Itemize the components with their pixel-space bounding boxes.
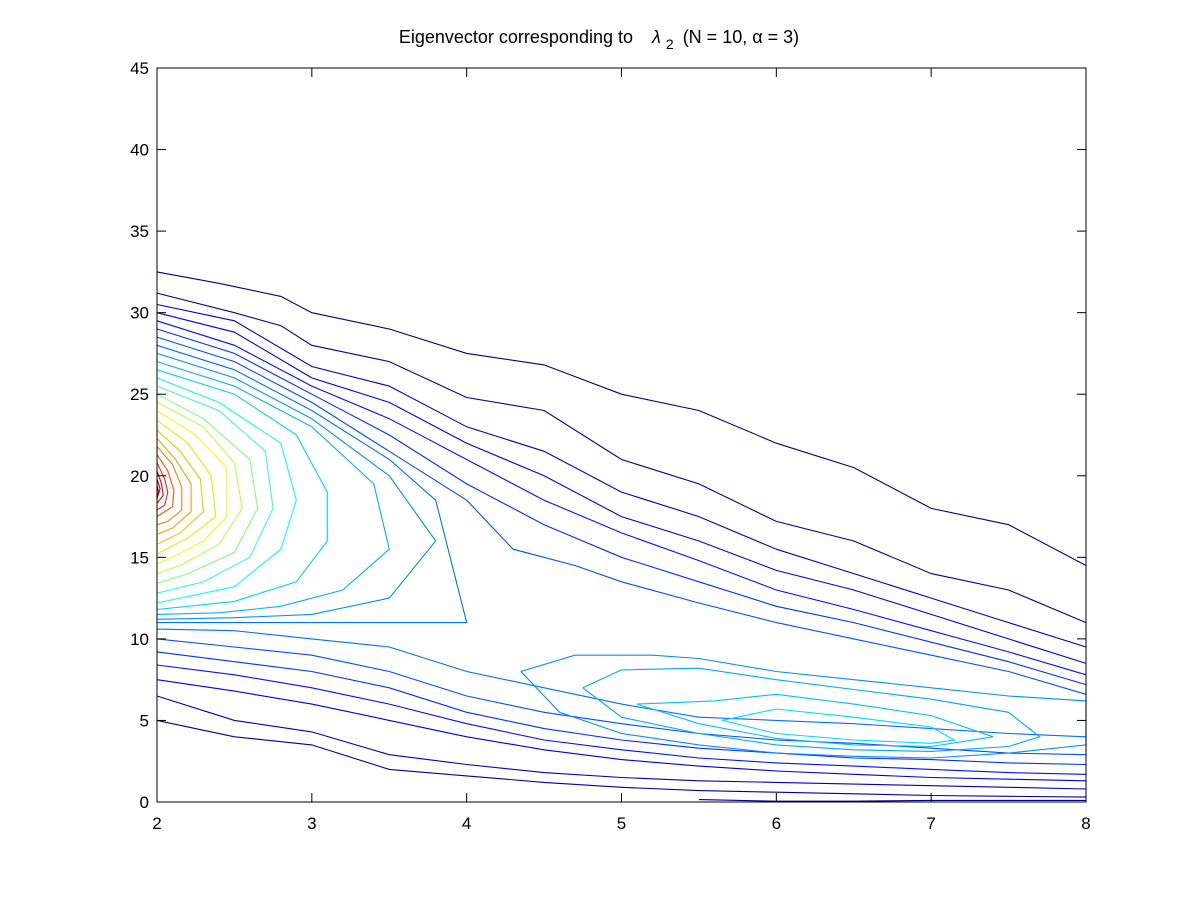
contour-line-17: [156, 429, 204, 545]
contour-line-2: [156, 303, 1087, 648]
x-tick-label-8: 8: [1081, 814, 1090, 833]
title-subscript: 2: [666, 36, 674, 52]
x-axis: 2 3 4 5 6 7 8: [152, 68, 1091, 833]
y-tick-label-30: 30: [130, 304, 149, 323]
contour-line-19: [156, 446, 183, 526]
contour-line-29: [156, 679, 1087, 782]
contour-line-5: [156, 328, 1087, 686]
contour-line-8: [156, 352, 437, 620]
contour-line-6: [156, 336, 1087, 695]
contour-line-13: [156, 393, 259, 584]
contour-line-28: [156, 664, 1087, 775]
title-suffix: (N = 10, α = 3): [683, 27, 799, 47]
y-tick-label-10: 10: [130, 630, 149, 649]
x-tick-label-5: 5: [617, 814, 626, 833]
contour-line-3: [156, 312, 1087, 664]
contour-line-25: [156, 628, 1087, 738]
contour-line-32: [698, 799, 1086, 802]
contour-line-21: [156, 462, 169, 511]
x-tick-label-2: 2: [152, 814, 161, 833]
contour-line-12: [156, 385, 274, 594]
contour-line-4: [156, 320, 1087, 676]
x-tick-label-4: 4: [462, 814, 471, 833]
contour-line-18: [156, 437, 192, 536]
x-tick-label-6: 6: [772, 814, 781, 833]
contour-line-35: [636, 693, 994, 748]
y-tick-label-20: 20: [130, 467, 149, 486]
contour-line-9: [156, 361, 390, 615]
contour-line-34: [582, 667, 1041, 752]
contour-line-36: [721, 708, 957, 744]
contour-line-26: [156, 638, 1087, 756]
contour-line-11: [156, 377, 297, 604]
contour-line-0: [156, 271, 1087, 566]
y-tick-label-0: 0: [140, 793, 149, 812]
y-tick-label-15: 15: [130, 548, 149, 567]
x-tick-label-7: 7: [926, 814, 935, 833]
y-tick-label-40: 40: [130, 141, 149, 160]
contour-layer: [156, 271, 1087, 802]
y-tick-label-5: 5: [140, 711, 149, 730]
contour-line-15: [156, 410, 228, 565]
contour-line-30: [156, 695, 1087, 790]
y-tick-label-25: 25: [130, 385, 149, 404]
y-axis: 0 5 10 15 20 25 30 35 40 45: [130, 59, 1086, 812]
contour-line-16: [156, 419, 217, 555]
contour-line-33: [520, 654, 1087, 759]
contour-line-10: [156, 369, 328, 611]
y-tick-label-35: 35: [130, 222, 149, 241]
y-tick-label-45: 45: [130, 59, 149, 78]
chart-title: Eigenvector corresponding to λ 2 (N = 10…: [399, 27, 799, 53]
title-prefix: Eigenvector corresponding to: [399, 27, 633, 47]
contour-line-14: [156, 401, 243, 575]
contour-line-22: [156, 470, 164, 504]
contour-line-27: [156, 651, 1087, 766]
contour-line-7: [156, 344, 468, 624]
contour-line-20: [156, 454, 175, 518]
x-tick-label-3: 3: [307, 814, 316, 833]
title-lambda-symbol: λ: [651, 27, 661, 47]
contour-line-1: [156, 292, 1087, 624]
